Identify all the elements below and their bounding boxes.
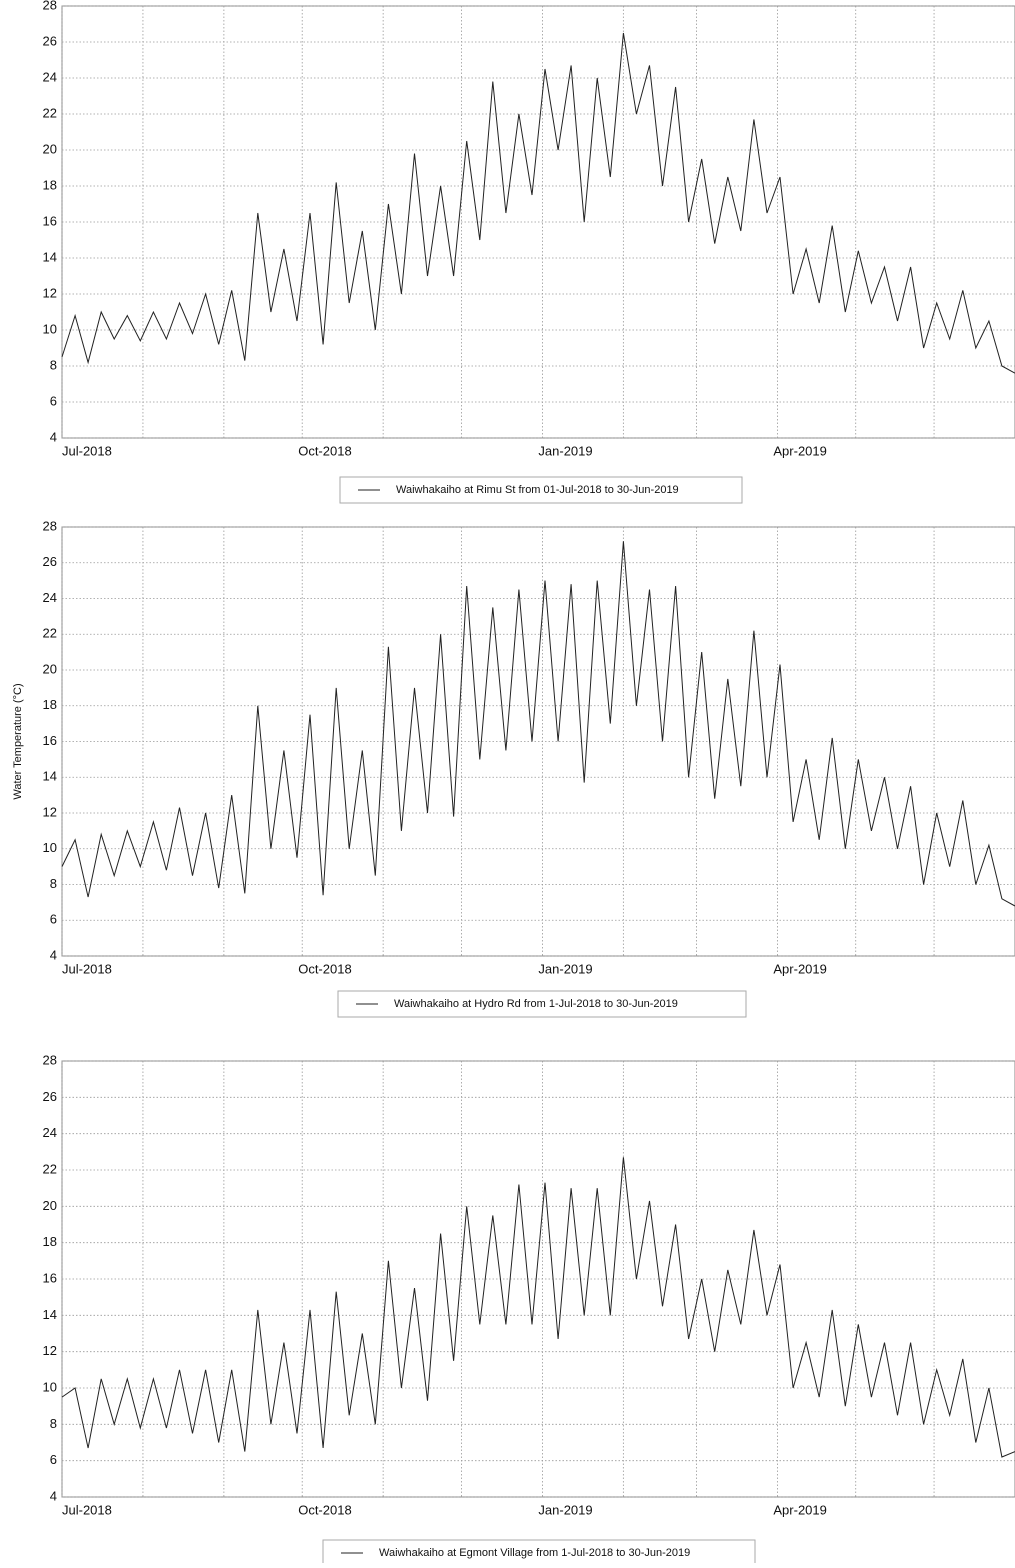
y-axis-label: Water Temperature (°C)	[12, 683, 24, 799]
y-tick-label: 18	[43, 1234, 57, 1249]
y-tick-label: 6	[50, 1452, 57, 1467]
legend-box	[339, 476, 743, 504]
y-tick-label: 26	[43, 554, 57, 569]
y-tick-label: 4	[50, 429, 57, 444]
x-tick-label: Oct-2018	[298, 961, 351, 976]
y-tick-label: 8	[50, 876, 57, 891]
y-tick-label: 26	[43, 1089, 57, 1104]
y-tick-label: 4	[50, 947, 57, 962]
y-tick-label: 28	[43, 1052, 57, 1067]
y-tick-label: 6	[50, 393, 57, 408]
chart-panel: 4 6 8 10 12 14 16 18 20 22 24 26 28 Jul-2018 Oct-2018 J…	[12, 518, 1015, 1018]
x-tick-label: Oct-2018	[298, 443, 351, 458]
y-tick-label: 10	[43, 1379, 57, 1394]
data-line	[61, 32, 1015, 374]
x-tick-label: Apr-2019	[773, 961, 826, 976]
y-tick-label: 28	[43, 518, 57, 533]
y-tick-label: 24	[43, 1125, 57, 1140]
y-tick-label: 20	[43, 141, 57, 156]
x-tick-label: Oct-2018	[298, 1502, 351, 1517]
x-tick-label: Apr-2019	[773, 1502, 826, 1517]
y-tick-label: 8	[50, 1416, 57, 1431]
y-tick-label: 16	[43, 213, 57, 228]
y-tick-label: 8	[50, 357, 57, 372]
y-tick-label: 14	[43, 1307, 57, 1322]
legend-label: Waiwhakaiho at Egmont Village from 1-Jul…	[379, 1547, 690, 1559]
x-tick-label: Jul-2018	[62, 443, 112, 458]
y-tick-label: 18	[43, 697, 57, 712]
legend-box	[337, 990, 747, 1018]
x-tick-label: Jul-2018	[62, 961, 112, 976]
y-tick-label: 12	[43, 1343, 57, 1358]
y-tick-label: 20	[43, 1198, 57, 1213]
y-tick-label: 12	[43, 804, 57, 819]
y-tick-label: 22	[43, 626, 57, 641]
y-tick-label: 14	[43, 769, 57, 784]
y-tick-label: 10	[43, 840, 57, 855]
y-tick-label: 28	[43, 0, 57, 12]
data-line	[61, 541, 1015, 907]
y-tick-label: 24	[43, 69, 57, 84]
y-tick-label: 24	[43, 590, 57, 605]
x-tick-label: Apr-2019	[773, 443, 826, 458]
y-tick-label: 14	[43, 249, 57, 264]
y-tick-label: 22	[43, 105, 57, 120]
y-tick-label: 10	[43, 321, 57, 336]
x-tick-label: Jan-2019	[538, 443, 592, 458]
legend-label: Waiwhakaiho at Rimu St from 01-Jul-2018 …	[396, 484, 679, 496]
x-tick-label: Jan-2019	[538, 1502, 592, 1517]
legend-box	[322, 1539, 756, 1567]
y-tick-label: 6	[50, 912, 57, 927]
y-tick-label: 16	[43, 733, 57, 748]
legend-label: Waiwhakaiho at Hydro Rd from 1-Jul-2018 …	[394, 998, 678, 1010]
data-line	[61, 1157, 1015, 1458]
y-tick-label: 16	[43, 1270, 57, 1285]
y-tick-label: 18	[43, 177, 57, 192]
y-tick-label: 4	[50, 1488, 57, 1503]
y-tick-label: 22	[43, 1161, 57, 1176]
y-tick-label: 26	[43, 33, 57, 48]
chart-panel: 4 6 8 10 12 14 16 18 20 22 24 26 28 Jul-2018 Oct-2018 J…	[43, 0, 1015, 504]
x-tick-label: Jan-2019	[538, 961, 592, 976]
y-tick-label: 12	[43, 285, 57, 300]
chart-panel: 4 6 8 10 12 14 16 18 20 22 24 26 28 Jul-2018 Oct-2018 J…	[43, 1052, 1015, 1567]
x-tick-label: Jul-2018	[62, 1502, 112, 1517]
y-tick-label: 20	[43, 661, 57, 676]
